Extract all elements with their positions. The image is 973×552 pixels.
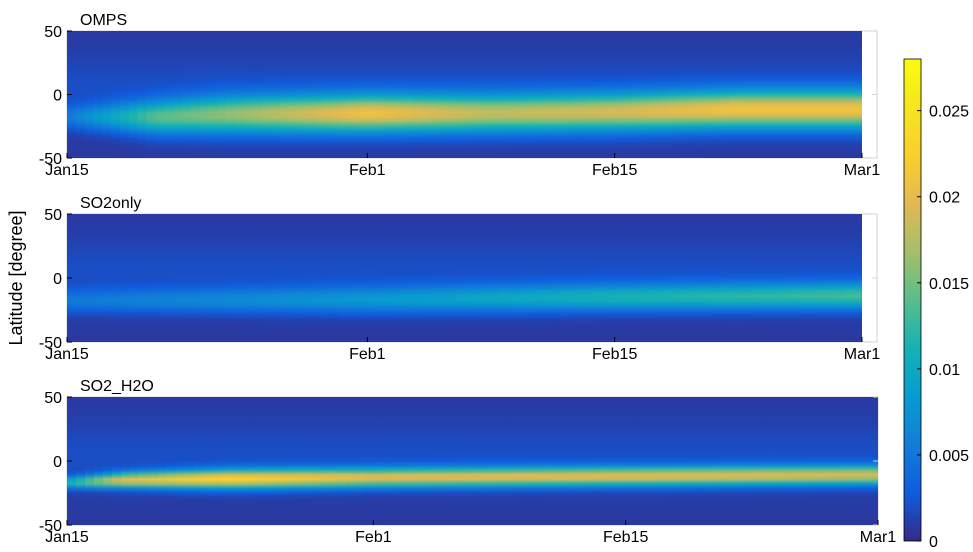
- y-tick-label: 0: [53, 271, 62, 288]
- x-tick-label: Mar1: [844, 346, 881, 363]
- y-tick-label: 50: [44, 390, 62, 407]
- y-tick-label: 0: [53, 454, 62, 471]
- x-tick-label: Feb1: [355, 529, 392, 546]
- x-tick-label: Jan15: [45, 346, 89, 363]
- heatmap: [67, 397, 878, 525]
- y-tick-label: 0: [53, 88, 62, 105]
- panel-title: SO2only: [80, 195, 141, 212]
- colorbar-tick-label: 0.02: [929, 190, 960, 207]
- panel-title: SO2_H2O: [80, 378, 154, 395]
- x-tick-label: Feb1: [349, 162, 386, 179]
- colorbar-tick-label: 0.005: [929, 448, 969, 465]
- panel-title: OMPS: [80, 12, 127, 29]
- x-tick-label: Mar1: [860, 529, 897, 546]
- y-axis-label: Latitude [degree]: [6, 210, 26, 345]
- x-tick-label: Feb15: [592, 162, 637, 179]
- x-tick-label: Jan15: [45, 162, 89, 179]
- heatmap: [67, 214, 862, 342]
- colorbar-tick-label: 0.01: [929, 362, 960, 379]
- x-tick-label: Feb15: [603, 529, 648, 546]
- x-tick-label: Feb15: [592, 346, 637, 363]
- x-tick-label: Feb1: [349, 346, 386, 363]
- y-tick-label: 50: [44, 207, 62, 224]
- y-tick-label: -50: [39, 335, 62, 352]
- y-tick-label: -50: [39, 151, 62, 168]
- colorbar-tick-label: 0.025: [929, 104, 969, 121]
- heatmap: [67, 31, 862, 158]
- x-tick-label: Jan15: [45, 529, 89, 546]
- y-tick-label: -50: [39, 518, 62, 535]
- x-tick-label: Mar1: [844, 162, 881, 179]
- colorbar: 0 0.005 0.01 0.015 0.02 0.025: [903, 58, 969, 551]
- colorbar-tick-label: 0: [929, 534, 938, 551]
- colorbar-tick-label: 0.015: [929, 276, 969, 293]
- colorbar-bar: [903, 58, 922, 542]
- y-tick-label: 50: [44, 24, 62, 41]
